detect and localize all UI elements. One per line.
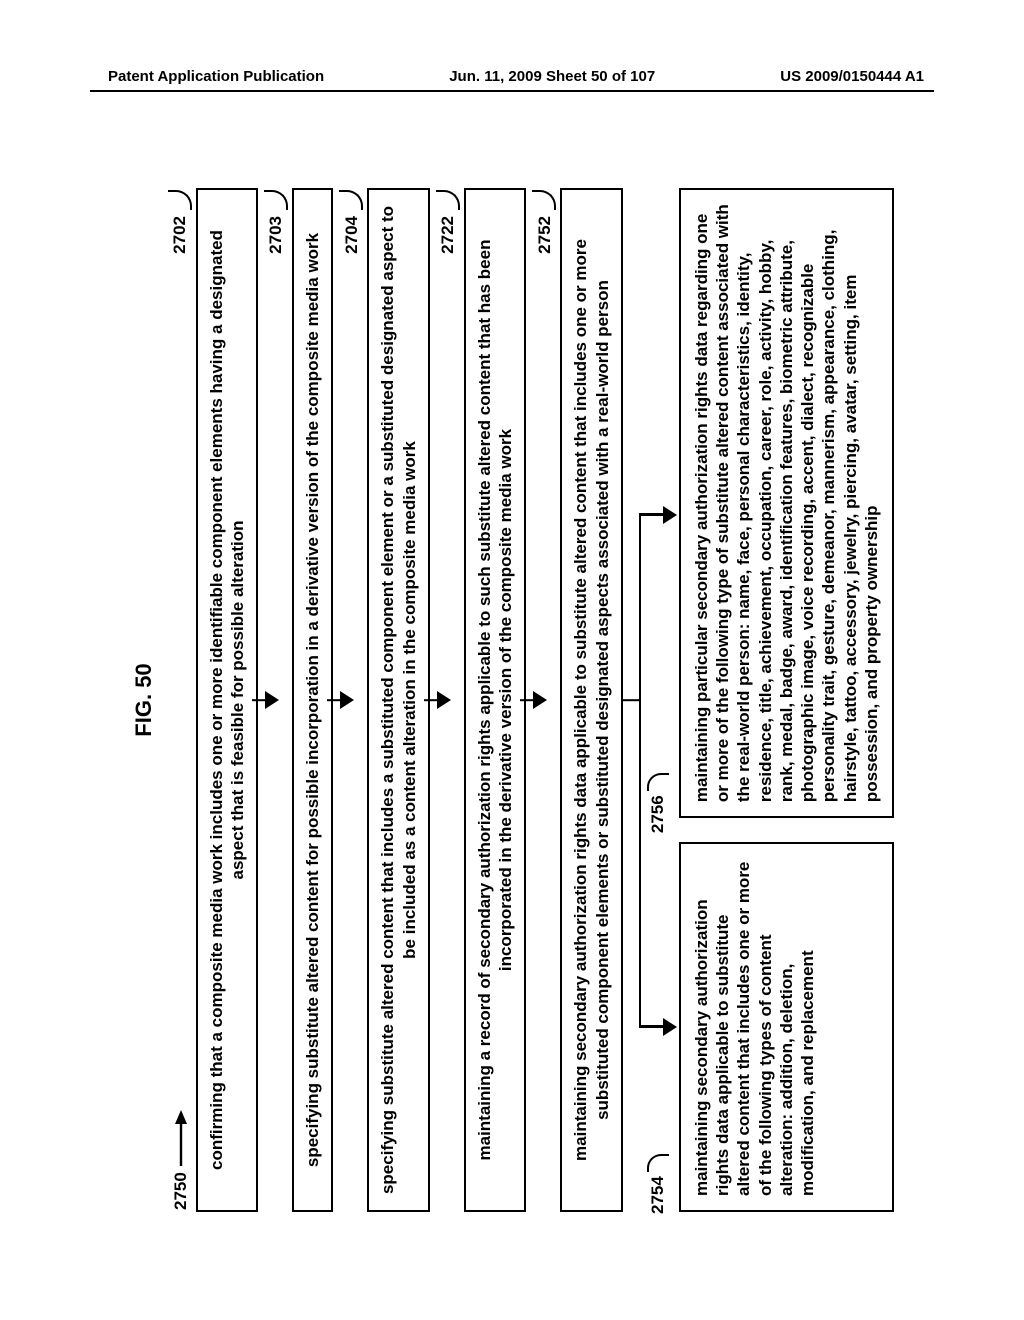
box-label-2756-row: 2756: [647, 773, 669, 833]
label-connector-icon: [264, 190, 288, 210]
page: Patent Application Publication Jun. 11, …: [0, 0, 1024, 1320]
label-connector-icon: [647, 773, 669, 791]
label-connector-icon: [168, 190, 192, 210]
box-2704: specifying substitute altered content th…: [367, 188, 430, 1212]
box-label-2754: 2754: [647, 1176, 668, 1214]
figure-title: FIG. 50: [130, 170, 158, 1230]
box-label-2703: 2703: [265, 216, 286, 254]
box-2702: confirming that a composite media work i…: [196, 188, 259, 1212]
label-row-2750-2702: 2750 2702: [168, 190, 192, 1210]
box-label-2752: 2752: [534, 216, 555, 254]
label-connector-icon: [339, 190, 363, 210]
box-label-2722: 2722: [437, 216, 458, 254]
two-col-row: maintaining secondary authorization righ…: [679, 188, 894, 1212]
flowchart-container: FIG. 50 2750 2702 confirming that a comp…: [130, 170, 894, 1230]
flow-id-label: 2750: [170, 1172, 191, 1210]
header-rule: [90, 90, 934, 92]
header-left: Patent Application Publication: [108, 68, 324, 85]
page-header: Patent Application Publication Jun. 11, …: [0, 68, 1024, 85]
box-2756: maintaining particular secondary authori…: [679, 188, 894, 818]
label-connector-icon: [532, 190, 556, 210]
flowchart: FIG. 50 2750 2702 confirming that a comp…: [130, 170, 894, 1230]
box-label-2754-row: 2754: [647, 1154, 669, 1214]
box-label-2704: 2704: [341, 216, 362, 254]
box-2754: maintaining secondary authorization righ…: [679, 842, 894, 1212]
arrow-right-icon: [174, 1110, 188, 1166]
box-label-2756: 2756: [647, 795, 668, 833]
header-right: US 2009/0150444 A1: [780, 68, 924, 85]
label-connector-icon: [647, 1154, 669, 1172]
box-label-2702: 2702: [169, 216, 190, 254]
box-2752: maintaining secondary authorization righ…: [560, 188, 623, 1212]
header-center: Jun. 11, 2009 Sheet 50 of 107: [449, 68, 655, 85]
label-connector-icon: [436, 190, 460, 210]
box-2722: maintaining a record of secondary author…: [464, 188, 527, 1212]
arrow-split: 2754 2756: [623, 188, 679, 1212]
